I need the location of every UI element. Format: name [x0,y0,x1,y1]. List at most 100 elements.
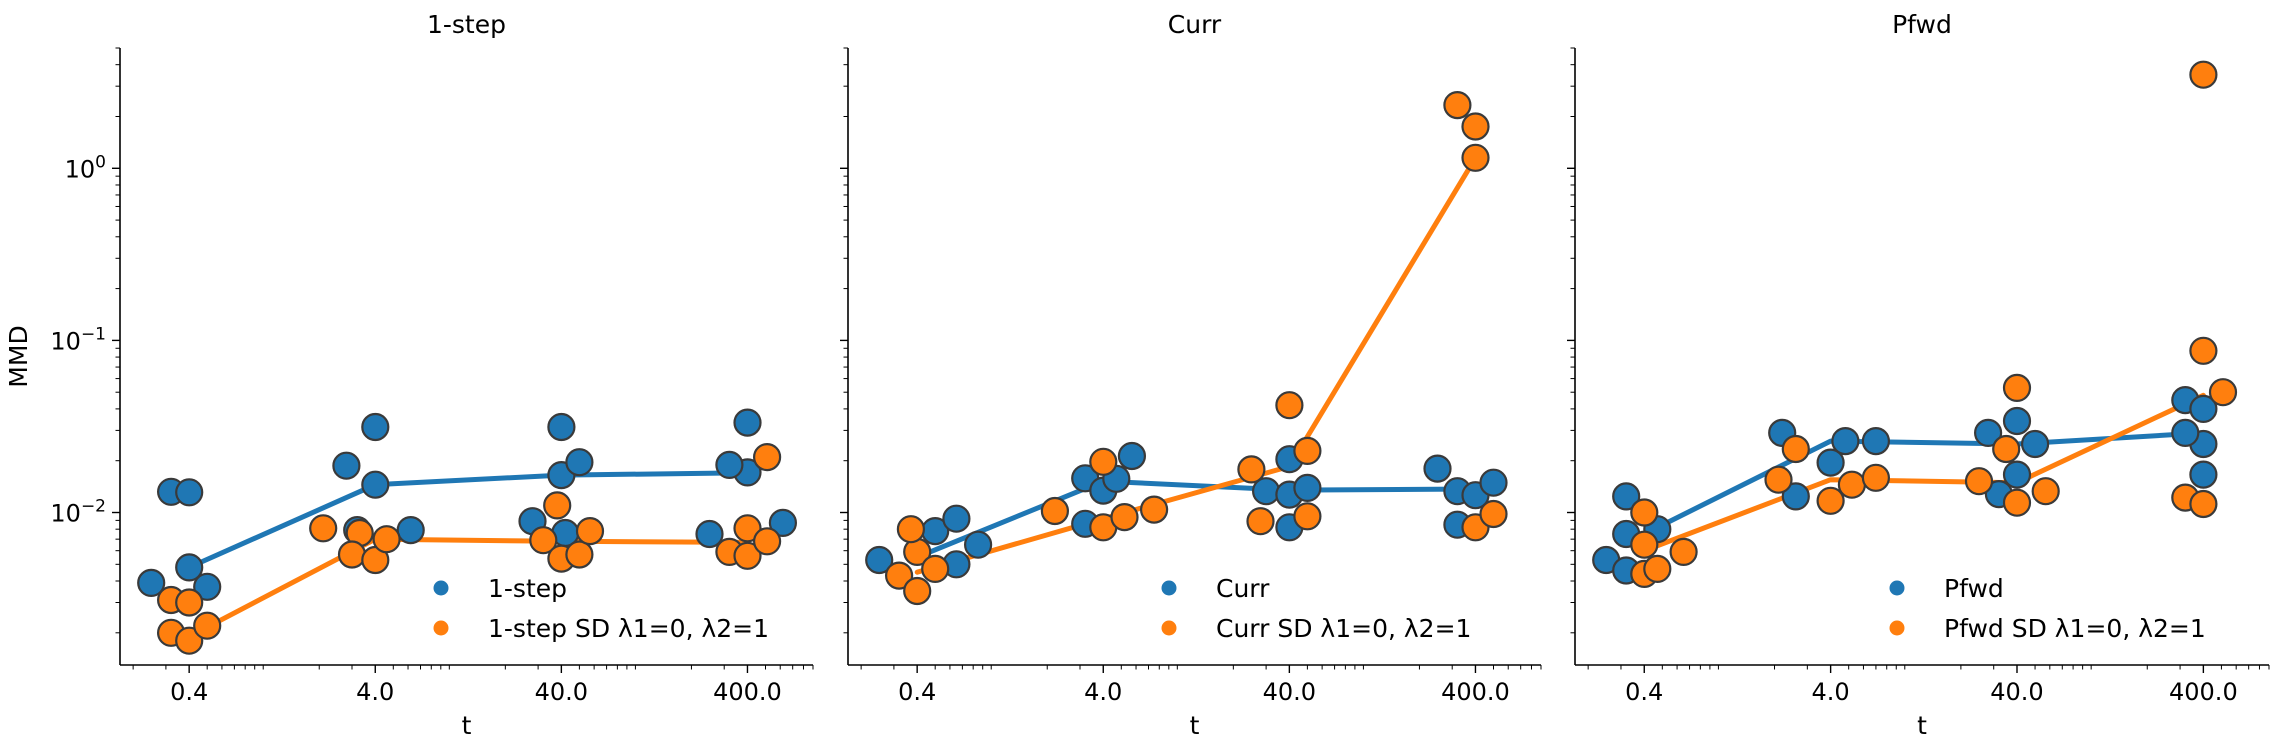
data-point [733,408,762,437]
data-point [137,568,166,598]
data-point [1643,554,1672,584]
x-tick-label: 400.0 [1441,678,1510,706]
data-point [695,519,724,549]
data-point [1461,112,1490,141]
data-point [529,526,558,555]
legend-label-series-2: 1-step SD λ1=0, λ2=1 [488,614,769,643]
data-point [175,553,204,582]
data-point [1816,486,1845,515]
data-point [2208,378,2238,407]
x-tick-label: 40.0 [1990,678,2043,706]
panel-title: Curr [1168,10,1222,39]
data-point [1293,436,1322,465]
data-point [1973,418,2003,447]
data-point [2189,60,2218,89]
x-tick-label: 4.0 [1812,678,1850,706]
data-point [2002,460,2032,489]
data-point [1837,470,1867,499]
data-point [332,451,361,480]
data-point [565,540,594,569]
data-point [1479,499,1508,529]
data-point [1764,465,1793,494]
panel-curr: Curr t 0.4 4.0 40.0 400.0 Curr Curr SD λ1=0, … [840,10,1542,740]
data-point [903,576,932,606]
data-point [884,561,914,590]
x-tick-label: 0.4 [170,678,208,706]
legend-marker-2 [433,620,449,636]
data-point [1443,90,1472,120]
data-point [337,540,367,569]
data-point [1630,530,1659,559]
data-point [963,530,993,559]
data-point [865,545,894,575]
data-point [1089,447,1118,476]
data-point [1861,463,1891,492]
legend-label-series-2: Pfwd SD λ1=0, λ2=1 [1944,614,2206,643]
data-point [1612,482,1641,511]
data-point [1040,496,1070,526]
y-axis-label: MMD [4,325,33,387]
data-point [1479,468,1508,497]
series-line-2 [914,155,1478,575]
legend-marker-1 [433,580,449,596]
y-tick-label: 10−1 [50,324,106,355]
data-point [2020,429,2050,459]
data-point [1630,498,1659,527]
data-point [768,508,798,538]
legend-label-series-1: Curr [1216,574,1270,603]
axes: 10−2 10−1 100 0.4 4.0 40.0 400.0 [50,47,814,706]
data-point [1139,495,1169,524]
data-point [752,527,782,556]
data-point [921,554,950,584]
data-point [1293,502,1322,531]
data-point [733,514,762,543]
series-line-2 [1641,392,2206,554]
data-point [175,478,204,507]
data-point [175,626,204,655]
axes: 0.4 4.0 40.0 400.0 [840,47,1542,706]
data-point [1275,391,1304,420]
panel-title: Pfwd [1892,10,1952,39]
legend-marker-2 [1889,620,1905,636]
legend-marker-1 [1889,580,1905,596]
data-point [309,514,338,543]
data-point [1781,482,1810,511]
data-point [1861,427,1891,456]
x-tick-label: 4.0 [356,678,394,706]
data-point [575,516,605,546]
data-point [1964,467,1994,496]
data-point [896,515,926,544]
panel-title: 1-step [427,10,506,39]
data-point [2171,418,2200,447]
data-point [193,572,222,601]
data-point [752,443,782,472]
data-point [1992,434,2021,464]
data-point [175,588,204,617]
data-point [2189,336,2218,365]
x-axis-label: t [1917,711,1927,740]
x-tick-label: 0.4 [1625,678,1663,706]
data-point [565,448,594,477]
series-markers-1 [137,408,798,601]
x-tick-label: 400.0 [713,678,782,706]
x-tick-label: 0.4 [898,678,936,706]
legend-marker-1 [1161,580,1177,596]
data-point [2002,488,2032,517]
data-point [1117,441,1147,471]
data-point [547,412,576,442]
legend-label-series-1: 1-step [488,574,567,603]
x-tick-label: 4.0 [1084,678,1122,706]
panel-pfwd: Pfwd t 0.4 4.0 40.0 400.0 Pfwd Pfwd SD λ1=0, … [1567,10,2270,740]
x-tick-label: 400.0 [2169,678,2238,706]
data-point [2031,477,2060,506]
legend-label-series-1: Pfwd [1944,574,2004,603]
data-point [1831,427,1860,456]
data-point [2189,460,2218,489]
data-point [361,470,390,499]
data-point [361,412,390,442]
x-axis-label: t [462,711,472,740]
legend-label-series-2: Curr SD λ1=0, λ2=1 [1216,614,1471,643]
legend-marker-2 [1161,620,1177,636]
series-line-2 [186,536,750,640]
